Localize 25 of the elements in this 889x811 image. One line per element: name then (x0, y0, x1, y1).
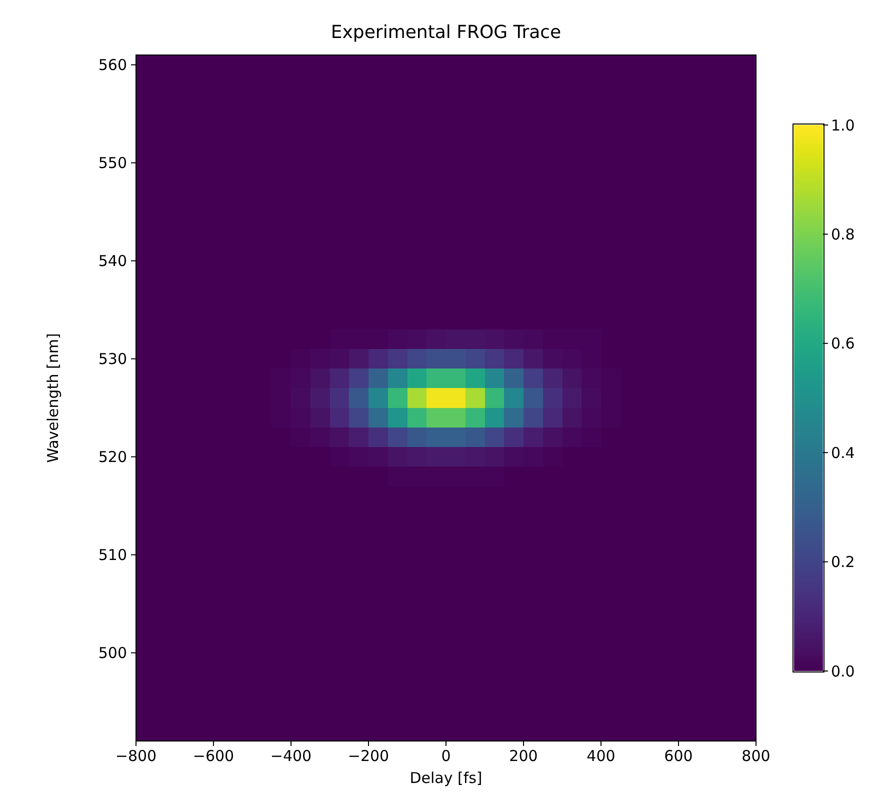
x-tick-label: 400 (586, 747, 616, 765)
color-bar-label: 0.8 (831, 225, 855, 244)
chart-title: Experimental FROG Trace (330, 22, 562, 43)
y-tick-label: 510 (98, 546, 127, 564)
y-tick-label: 560 (98, 56, 127, 74)
x-tick-label: 600 (664, 747, 693, 765)
x-tick-label: 0 (441, 747, 451, 765)
y-tick-label: 540 (98, 252, 127, 270)
color-bar-label: 0.6 (831, 334, 855, 353)
y-axis-title: Wavelength [nm] (44, 333, 62, 463)
color-bar-label: 1.0 (831, 116, 855, 134)
y-tick-label: 520 (98, 448, 127, 466)
x-tick-label: −800 (115, 747, 157, 765)
x-axis-title: Delay [fs] (410, 769, 482, 787)
x-tick-label: 800 (742, 747, 770, 765)
x-tick-label: −400 (270, 747, 312, 765)
x-tick-label: 200 (509, 747, 538, 765)
y-tick-label: 500 (98, 644, 127, 662)
color-bar-label: 0.2 (831, 553, 855, 572)
x-tick-label: −200 (348, 747, 390, 765)
x-tick-label: −600 (192, 747, 234, 765)
color-bar-label: 0.0 (831, 662, 855, 680)
color-bar-label: 0.4 (831, 444, 855, 462)
y-tick-label: 550 (98, 154, 127, 172)
y-tick-label: 530 (98, 350, 127, 368)
